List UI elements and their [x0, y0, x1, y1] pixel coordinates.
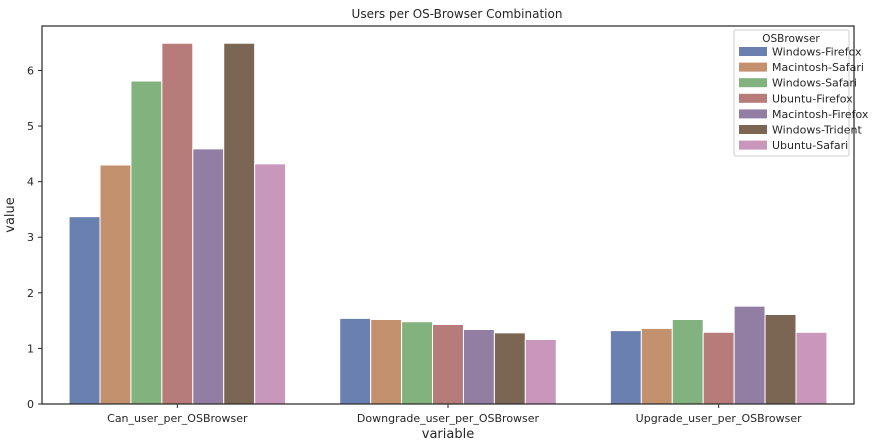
- legend-swatch: [739, 125, 767, 134]
- bar-ubuntu-safari-1: [524, 339, 557, 405]
- bar-macintosh-firefox-1: [462, 329, 495, 405]
- y-tick-label: 5: [27, 120, 34, 133]
- legend-label: Ubuntu-Firefox: [772, 92, 853, 105]
- legend-label: Macintosh-Safari: [772, 61, 864, 74]
- bar-windows-trident-2: [764, 314, 797, 405]
- legend-box: [733, 29, 850, 157]
- y-axis-ticks: 0 1 2 3 4 5 6: [27, 64, 42, 411]
- bar-ubuntu-safari-2: [795, 331, 828, 405]
- y-tick-label: 4: [27, 176, 34, 189]
- bar-macintosh-firefox-2: [733, 305, 766, 405]
- bar-windows-safari-2: [671, 319, 704, 405]
- bars-layer: [68, 42, 828, 405]
- y-tick-label: 2: [27, 287, 34, 300]
- bar-macintosh-firefox-0: [192, 148, 225, 405]
- y-tick-label: 1: [27, 342, 34, 355]
- legend-label: Macintosh-Firefox: [772, 108, 869, 121]
- bar-windows-trident-1: [493, 332, 526, 405]
- legend-swatch: [739, 93, 767, 103]
- legend-title: OSBrowser: [762, 33, 820, 45]
- bar-windows-firefox-2: [609, 330, 642, 405]
- legend-swatch: [739, 47, 767, 56]
- legend-swatch: [739, 109, 767, 119]
- x-tick-label: Downgrade_user_per_OSBrowser: [357, 412, 540, 425]
- bar-windows-firefox-0: [68, 216, 101, 405]
- bar-ubuntu-firefox-1: [432, 324, 464, 405]
- bar-windows-safari-1: [401, 321, 434, 405]
- chart-title: Users per OS-Browser Combination: [352, 7, 563, 21]
- x-tick-label: Can_user_per_OSBrowser: [107, 412, 248, 425]
- x-axis-title: variable: [422, 427, 474, 442]
- legend-swatch: [739, 140, 767, 150]
- y-tick-label: 6: [27, 64, 34, 77]
- bar-macintosh-safari-1: [370, 319, 403, 405]
- bar-ubuntu-firefox-0: [161, 42, 194, 405]
- legend-swatch: [739, 62, 767, 72]
- x-axis-ticks: Can_user_per_OSBrowser Downgrade_user_per…: [107, 404, 802, 425]
- bar-windows-safari-0: [130, 80, 163, 405]
- y-tick-label: 3: [27, 231, 34, 244]
- bar-macintosh-safari-0: [99, 164, 132, 405]
- legend-label: Windows-Trident: [772, 124, 862, 137]
- bar-windows-trident-0: [223, 42, 256, 405]
- bar-macintosh-safari-2: [640, 327, 673, 405]
- x-tick-label: Upgrade_user_per_OSBrowser: [636, 412, 802, 425]
- bar-ubuntu-safari-0: [254, 163, 287, 405]
- legend-label: Windows-Safari: [772, 77, 857, 90]
- bar-ubuntu-firefox-2: [702, 331, 735, 405]
- y-tick-label: 0: [27, 398, 34, 411]
- legend-label: Ubuntu-Safari: [772, 139, 848, 152]
- legend: OSBrowser Windows-Firefox Macintosh-Safar…: [733, 29, 869, 157]
- bar-windows-firefox-1: [339, 317, 372, 405]
- legend-swatch: [739, 78, 767, 88]
- legend-label: Windows-Firefox: [772, 46, 862, 59]
- y-axis-title: value: [3, 197, 18, 233]
